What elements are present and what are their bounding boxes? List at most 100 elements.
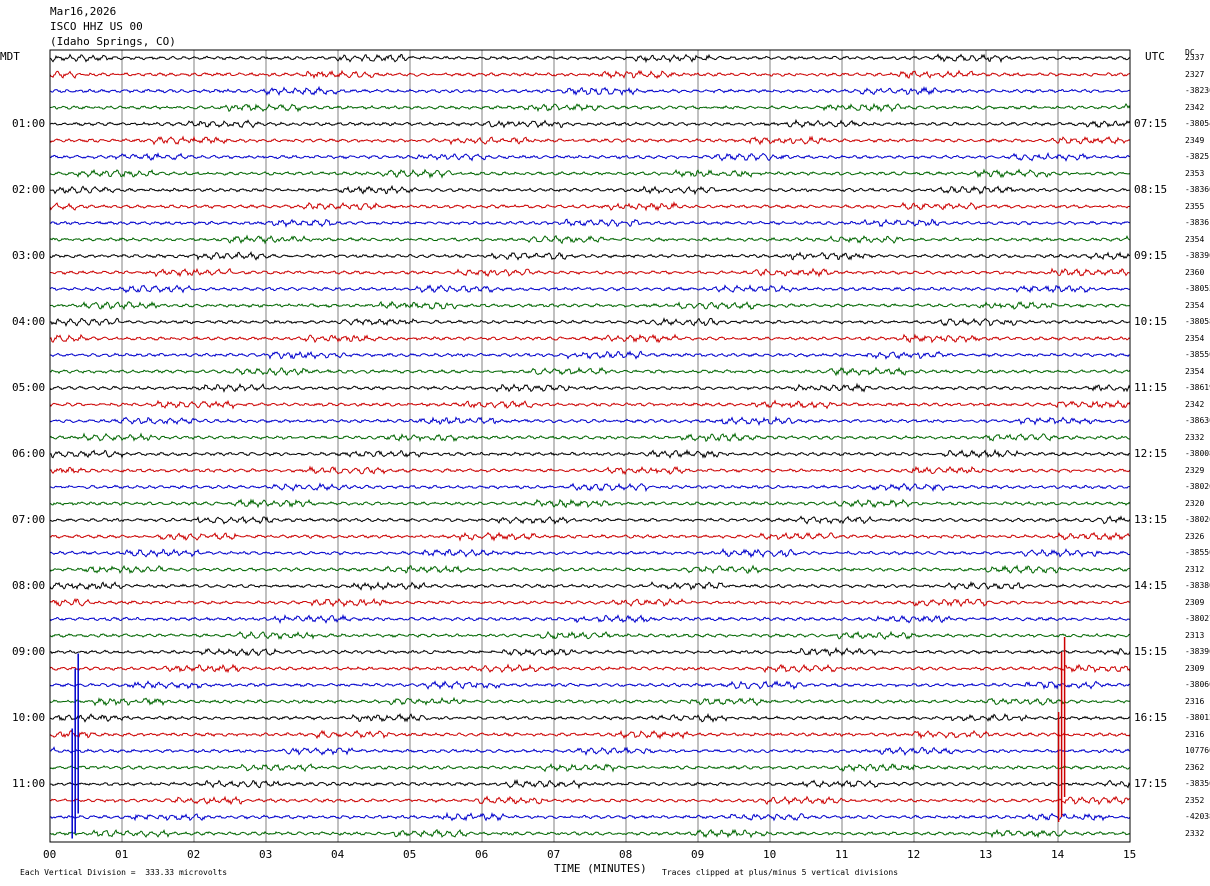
scale-note: Each Vertical Division = 333.33 microvol…	[20, 868, 228, 877]
x-tick-label: 11	[835, 848, 849, 861]
left-hour-label: 04:00	[12, 315, 46, 328]
trace-row-37	[49, 663, 1131, 674]
right-hour-label: 15:15	[1134, 645, 1168, 658]
trace-row-23	[49, 432, 1130, 443]
trace-row-2	[49, 85, 1131, 97]
right-hour-label: 09:15	[1134, 249, 1168, 262]
trace-row-33	[49, 597, 1131, 608]
event-spike-0	[71, 653, 79, 839]
x-tick-label: 12	[907, 848, 921, 861]
dc-offset-row-31: 2312	[1185, 564, 1205, 574]
right-timezone-label: UTC	[1145, 50, 1165, 63]
dc-offset-row-43: 2362	[1185, 762, 1205, 772]
dc-offset-row-21: 2342	[1185, 399, 1205, 409]
dc-label: DC	[1185, 48, 1195, 57]
left-hour-label: 09:00	[12, 645, 46, 658]
dc-offset-row-37: 2309	[1185, 663, 1205, 673]
plot-frame	[49, 49, 1131, 843]
trace-row-14	[49, 284, 1131, 294]
left-timezone-label: MDT	[0, 50, 20, 63]
clip-note: Traces clipped at plus/minus 5 vertical …	[662, 868, 899, 877]
trace-row-32	[49, 580, 1131, 592]
dc-offset-row-23: 2332	[1185, 432, 1205, 442]
dc-offset-row-12: -38396	[1185, 251, 1210, 260]
trace-row-31	[49, 564, 1131, 575]
trace-row-29	[49, 531, 1131, 542]
dc-offset-row-28: -38026	[1185, 515, 1210, 524]
right-hour-label: 14:15	[1134, 579, 1168, 592]
right-hour-label: 16:15	[1134, 711, 1168, 724]
x-tick-label: 04	[331, 848, 345, 861]
x-tick-label: 15	[1123, 848, 1137, 861]
trace-row-19	[49, 366, 1131, 377]
trace-row-41	[49, 729, 1131, 740]
x-tick-label: 08	[619, 848, 633, 861]
trace-row-39	[49, 696, 1131, 707]
trace-row-44	[49, 778, 1131, 790]
dc-offset-row-6: -38251	[1185, 152, 1210, 161]
trace-row-16	[49, 317, 1131, 327]
dc-offset-row-38: -38066	[1185, 680, 1210, 689]
dc-offset-row-15: 2354	[1185, 300, 1205, 310]
dc-offset-row-36: -38396	[1185, 647, 1210, 656]
dc-offset-row-8: -38360	[1185, 185, 1210, 194]
header-date: Mar16,2026	[50, 5, 117, 18]
trace-row-11	[49, 234, 1131, 245]
x-tick-label: 09	[691, 848, 705, 861]
dc-offset-row-35: 2313	[1185, 630, 1205, 640]
trace-row-17	[49, 333, 1131, 344]
left-hour-label: 03:00	[12, 249, 46, 262]
trace-row-46	[49, 811, 1131, 822]
trace-row-9	[49, 201, 1131, 212]
trace-row-25	[49, 465, 1131, 476]
trace-row-34	[49, 613, 1131, 625]
dc-offset-row-17: 2354	[1185, 333, 1205, 343]
right-hour-label: 07:15	[1134, 117, 1168, 130]
left-hour-label: 11:00	[12, 777, 46, 790]
trace-row-40	[49, 712, 1131, 723]
seismic-traces	[49, 53, 1131, 839]
trace-row-24	[49, 448, 1131, 460]
dc-offset-row-3: 2342	[1185, 102, 1205, 112]
x-tick-label: 05	[403, 848, 417, 861]
trace-row-8	[49, 184, 1131, 196]
trace-row-13	[50, 267, 1131, 278]
x-tick-label: 00	[43, 848, 57, 861]
left-hour-label: 08:00	[12, 579, 46, 592]
x-tick-label: 02	[187, 848, 201, 861]
trace-row-26	[50, 482, 1131, 493]
dc-offset-row-26: -38026	[1185, 482, 1210, 491]
trace-row-6	[49, 152, 1131, 162]
dc-offset-row-44: -38350	[1185, 779, 1210, 788]
dc-offset-row-7: 2353	[1185, 168, 1205, 178]
dc-offset-row-30: -38550	[1185, 548, 1210, 557]
dc-offset-row-32: -38380	[1185, 581, 1210, 590]
dc-offset-row-39: 2316	[1185, 696, 1205, 706]
header: Mar16,2026 ISCO HHZ US 00 (Idaho Springs…	[50, 4, 176, 49]
header-station: ISCO HHZ US 00	[50, 20, 143, 33]
trace-row-35	[49, 630, 1131, 640]
left-hour-label: 02:00	[12, 183, 46, 196]
dc-offset-row-22: -38630	[1185, 416, 1210, 425]
x-tick-label: 01	[115, 848, 129, 861]
dc-offset-row-42: 107760	[1185, 746, 1210, 755]
header-location: (Idaho Springs, CO)	[50, 35, 176, 48]
trace-row-21	[49, 399, 1131, 410]
left-hour-label: 01:00	[12, 117, 46, 130]
trace-row-43	[49, 763, 1131, 773]
dc-offset-row-24: -38008	[1185, 449, 1210, 458]
dc-offset-row-9: 2355	[1185, 201, 1205, 211]
right-hour-label: 12:15	[1134, 447, 1168, 460]
trace-row-42	[49, 746, 1131, 757]
x-axis-title: TIME (MINUTES)	[554, 862, 647, 875]
grid-lines	[49, 50, 1131, 842]
x-tick-label: 13	[979, 848, 993, 861]
dc-offset-row-10: -38361	[1185, 218, 1210, 227]
dc-offset-row-45: 2352	[1185, 795, 1205, 805]
left-hour-label: 06:00	[12, 447, 46, 460]
trace-row-3	[50, 102, 1131, 113]
trace-row-12	[49, 250, 1131, 261]
trace-row-38	[49, 680, 1131, 691]
